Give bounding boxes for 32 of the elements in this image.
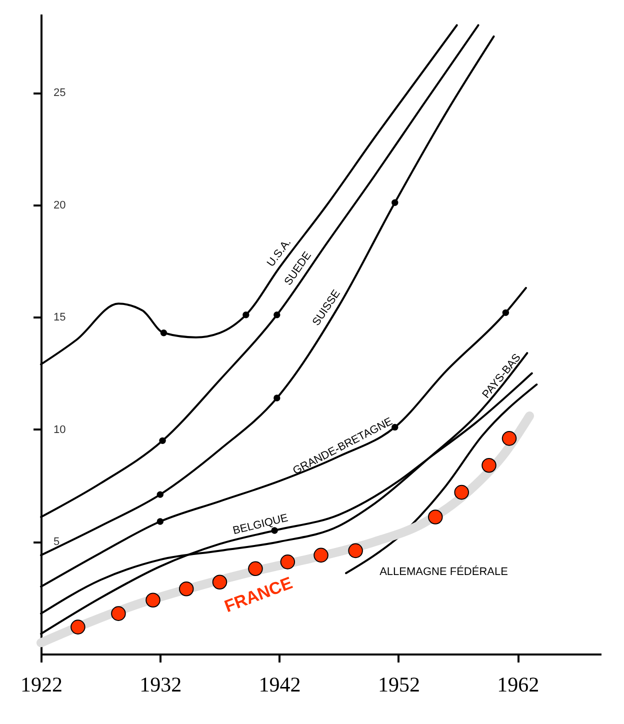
x-tick-label: 1942 [258,672,301,696]
point [428,510,443,524]
point [274,312,280,318]
point [454,484,469,500]
point [146,592,160,608]
x-tick-label: 1932 [140,672,182,696]
x-tick-label: 1952 [378,672,420,696]
point [248,561,263,576]
y-tick-label: 5 [54,536,60,548]
point [348,543,363,558]
point [392,199,398,206]
point [242,312,250,318]
point [156,518,164,525]
series-label: ALLEMAGNE FÉDÉRALE [380,564,508,578]
y-tick-label: 25 [54,87,66,100]
point [178,582,194,596]
point [280,554,296,570]
point [502,309,510,316]
x-tick-label: 1962 [497,672,540,696]
y-tick-label: 20 [54,199,66,212]
point [314,548,328,563]
point [502,431,517,446]
point [70,620,86,634]
point [159,437,166,444]
point [156,491,164,498]
point [111,606,126,621]
point [482,458,496,473]
point [160,330,168,336]
y-tick-label: 10 [54,424,66,436]
point [274,394,280,402]
x-tick-label: 1922 [20,672,62,696]
y-tick-label: 15 [54,312,66,324]
